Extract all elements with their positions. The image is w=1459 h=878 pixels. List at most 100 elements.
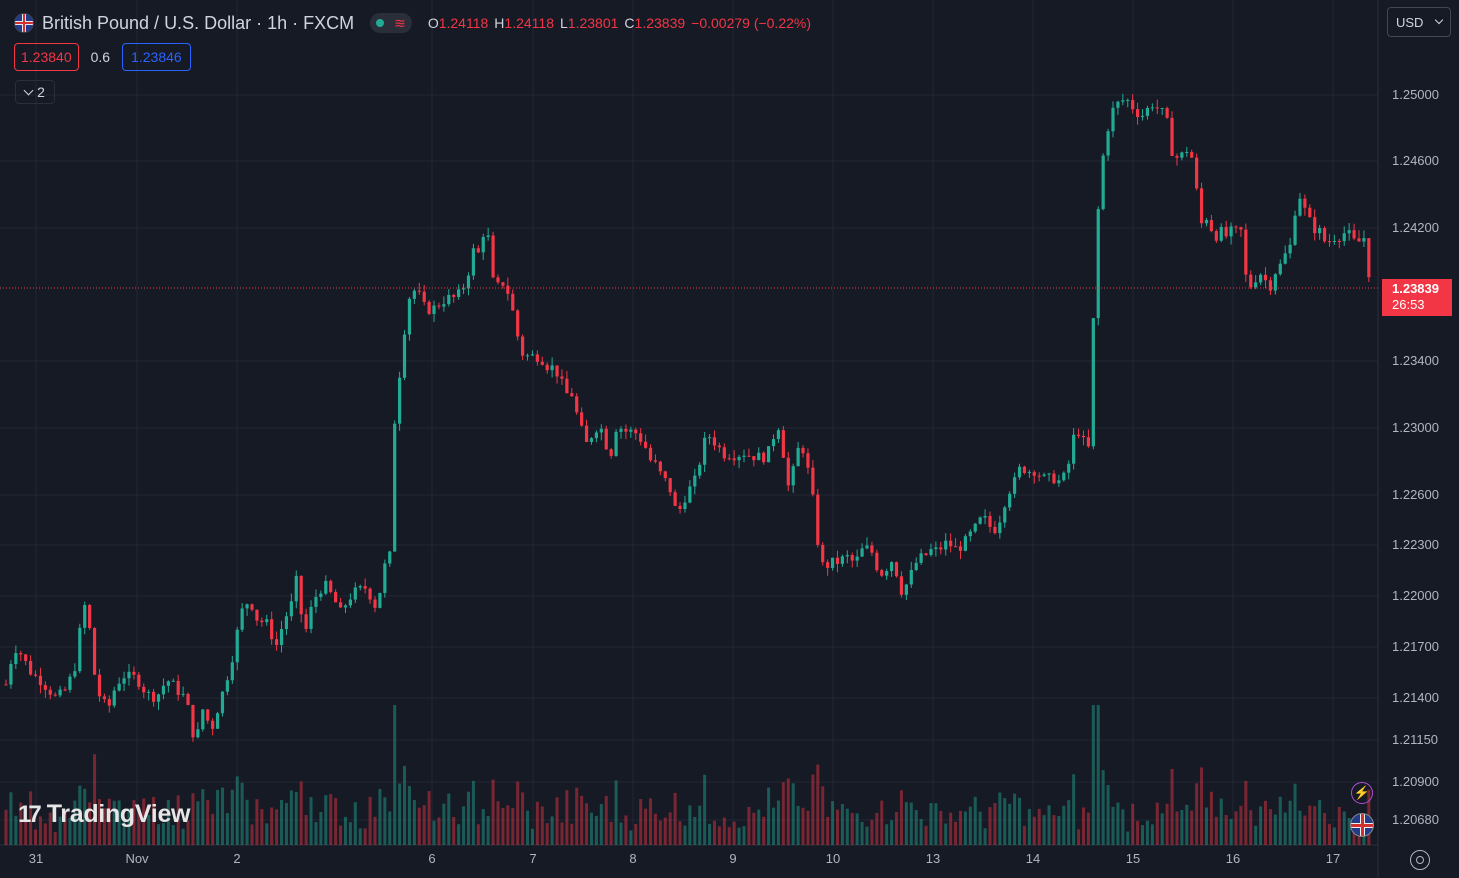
candle-body [255,609,259,621]
volume-bar [1136,820,1140,845]
volume-bar [776,800,780,845]
volume-bar [319,812,323,845]
candle-body [663,471,667,479]
market-status[interactable]: ≋ [370,13,412,33]
volume-bar [181,828,185,845]
volume-bar [417,807,421,845]
volume-bar [289,790,293,845]
candle-body [358,586,362,588]
volume-bar [649,798,653,845]
candle-body [968,531,972,537]
volume-bar [1126,831,1130,845]
candle-body [117,683,121,691]
volume-bar [1022,825,1026,845]
volume-bar [929,803,933,845]
candle-body [855,556,859,561]
candle-body [865,545,869,549]
candle-body [270,619,274,640]
volume-bar [895,811,899,845]
candle-body [816,494,820,545]
candle-body [58,689,62,696]
volume-bar [1234,811,1238,845]
candle-body [432,305,436,314]
currency-select[interactable]: USD [1387,7,1451,37]
lightning-icon[interactable]: ⚡ [1351,782,1373,804]
candle-body [1327,241,1332,243]
symbol-title[interactable]: British Pound / U.S. Dollar · 1h · FXCM [42,12,355,33]
volume-bar [63,811,67,845]
candle-body [43,685,47,690]
price-axis-label: 1.25000 [1392,87,1439,102]
candle-body [644,441,648,448]
candle-body [570,393,574,397]
volume-bar [629,830,633,845]
candle-body [299,575,303,615]
candle-body [678,505,682,510]
uk-flag-icon[interactable] [1350,813,1374,837]
candle-body [206,709,210,721]
candle-body [929,549,933,556]
volume-bar [1332,827,1336,845]
volume-bar [506,805,510,845]
candle-body [762,452,766,463]
volume-bar [575,787,579,845]
candle-body [737,456,741,461]
volume-bar [191,793,195,845]
volume-bar [34,829,38,845]
volume-bar [1229,818,1233,845]
last-price-value: 1.23839 [1392,281,1439,296]
settings-icon[interactable] [1410,850,1430,870]
candle-body [235,629,239,663]
indicators-toggle-button[interactable]: 2 [15,80,55,104]
candle-body [33,674,38,676]
time-axis-label: 31 [28,851,44,866]
volume-bar [1273,814,1277,845]
candle-body [998,522,1002,534]
volume-bar [757,809,761,845]
candle-body [466,275,471,289]
volume-bar [703,774,707,845]
volume-bar [53,831,57,845]
sell-button[interactable]: 1.23840 [14,43,79,71]
volume-bar [447,793,451,845]
volume-bar [117,800,121,845]
candle-body [845,555,849,557]
volume-bar [265,823,269,845]
change-value: −0.00279 (−0.22%) [691,15,812,31]
candle-body [1180,152,1184,158]
candle-body [1318,228,1322,234]
volume-bar [599,804,603,845]
volume-bar [196,801,200,845]
candle-body [1352,230,1356,239]
candle-body [875,552,879,571]
time-axis-label: 7 [529,851,537,866]
candle-body [1259,274,1263,283]
volume-bar [1116,802,1120,845]
candle-body [211,720,215,729]
volume-bar [373,816,377,845]
candle-body [284,616,289,630]
candle-body [1121,100,1125,102]
tradingview-logo[interactable]: 17 TradingView [18,800,191,829]
volume-bar [275,809,279,845]
volume-bar [904,802,908,845]
buy-button[interactable]: 1.23846 [122,43,191,71]
volume-bar [1209,791,1213,845]
candle-body [1140,115,1145,118]
volume-bar [1264,800,1268,845]
candle-body [535,354,539,362]
candle-body [1131,99,1135,110]
volume-bar [530,828,534,845]
volume-bar [742,826,746,845]
candle-body [422,291,426,302]
volume-bar [624,815,628,845]
candle-body [97,674,102,697]
volume-bar [1013,793,1017,845]
volume-bar [1067,800,1071,845]
volume-bar [1141,825,1145,845]
volume-bar [1347,817,1351,845]
candle-body [850,555,854,561]
volume-bar [855,813,859,845]
candle-body [279,629,284,645]
